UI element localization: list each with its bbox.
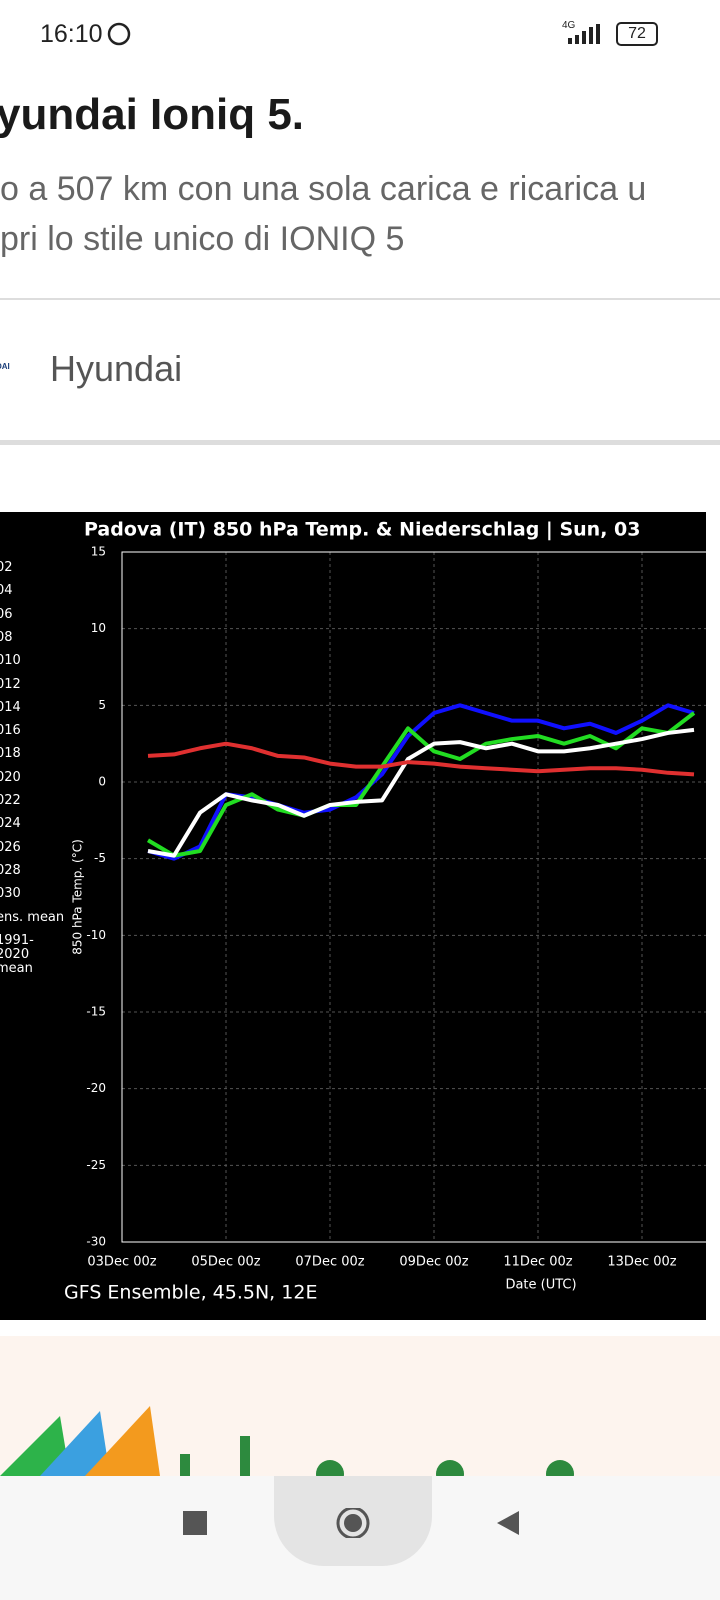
x-tick-label: 13Dec 00z: [607, 1255, 676, 1270]
x-axis-label: Date (UTC): [505, 1278, 576, 1293]
series-line: [146, 711, 696, 858]
series-line: [147, 741, 695, 777]
legend-entry: 1991-2020 mean: [0, 932, 34, 976]
y-tick-label: 0: [98, 775, 106, 789]
legend-entry: 018: [0, 746, 21, 762]
status-time: 16:10: [40, 20, 103, 48]
y-tick-label: -30: [86, 1235, 106, 1249]
plot-frame: [121, 551, 706, 1243]
ad-banner[interactable]: [0, 1336, 720, 1476]
legend-entry: 010: [0, 653, 21, 669]
battery: 72: [616, 22, 658, 46]
y-tick-label: -5: [94, 851, 106, 865]
series-line: [147, 703, 695, 861]
nav-bar: [0, 1476, 720, 1600]
legend-entry: 024: [0, 816, 21, 832]
y-tick-label: -10: [86, 928, 106, 942]
y-tick-label: -25: [86, 1158, 106, 1172]
divider: [0, 298, 720, 300]
chart-footer: GFS Ensemble, 45.5N, 12E: [64, 1282, 317, 1304]
brand-name[interactable]: Hyundai: [50, 348, 183, 389]
chart-title: Padova (IT) 850 hPa Temp. & Niederschlag…: [84, 519, 640, 541]
x-tick-label: 07Dec 00z: [295, 1255, 364, 1270]
legend-entry: 020: [0, 769, 21, 785]
legend-entry: 022: [0, 793, 21, 808]
legend: 02 04 06 08 010 012 014 016 018 020 022 024 026 028 03…: [0, 512, 80, 1012]
legend-entry: ens. mean: [0, 909, 65, 925]
brand-logo[interactable]: DAI: [0, 362, 10, 371]
legend-entry: 04: [0, 583, 13, 599]
signal-icon: [568, 24, 600, 44]
article-title: yundai Ioniq 5.: [0, 90, 305, 139]
legend-entry: 02: [0, 560, 13, 575]
x-tick-label: 09Dec 00z: [399, 1255, 468, 1270]
article-line: pri lo stile unico di IONIQ 5: [0, 220, 405, 258]
ad-logo: [0, 1406, 574, 1476]
legend-entry: 012: [0, 676, 21, 692]
y-tick-label: 15: [91, 545, 106, 559]
legend-entry: 06: [0, 606, 13, 622]
y-tick-label: 5: [98, 698, 106, 712]
chart-image: Padova (IT) 850 hPa Temp. & Niederschlag…: [0, 512, 706, 1320]
x-tick-label: 05Dec 00z: [191, 1255, 260, 1270]
divider: [0, 440, 720, 445]
nav-buttons[interactable]: [180, 1508, 540, 1538]
legend-entry: 030: [0, 886, 21, 902]
y-tick-label: 10: [91, 621, 106, 635]
legend-entry: 026: [0, 839, 21, 855]
x-tick-label: 11Dec 00z: [503, 1255, 572, 1270]
legend-entry: 028: [0, 862, 21, 878]
network-type: 4G: [562, 20, 576, 31]
article-line: o a 507 km con una sola carica e ricaric…: [0, 170, 647, 208]
y-tick-label: -15: [86, 1005, 106, 1019]
y-tick-label: -20: [86, 1081, 106, 1095]
series-line: [147, 727, 695, 858]
y-axis-label: 850 hPa Temp. (°C): [71, 839, 85, 955]
legend-entry: 016: [0, 723, 21, 739]
whatsapp-icon: [107, 22, 131, 46]
legend-entry: 014: [0, 699, 21, 715]
x-tick-label: 03Dec 00z: [87, 1255, 156, 1270]
legend-entry: 08: [0, 629, 13, 645]
chart: Padova (IT) 850 hPa Temp. & Niederschlag…: [0, 512, 706, 1320]
